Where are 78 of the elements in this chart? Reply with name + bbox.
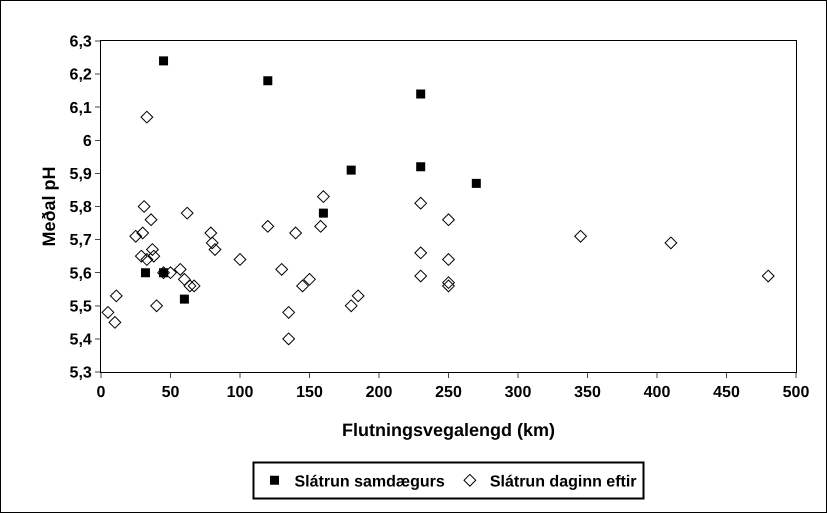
point <box>178 272 191 286</box>
x-tick-label: 100 <box>226 384 254 402</box>
point <box>664 236 678 250</box>
point <box>206 236 219 250</box>
point <box>416 162 426 172</box>
x-tick-label: 250 <box>435 384 462 402</box>
y-axis-title: Meðal pH <box>39 166 59 247</box>
point <box>416 89 426 98</box>
point <box>762 270 775 282</box>
point <box>574 230 587 243</box>
point <box>472 178 481 188</box>
point <box>184 280 196 292</box>
point <box>352 290 364 302</box>
legend-label: Slátrun daginn eftir <box>490 474 637 491</box>
point <box>204 226 218 240</box>
point <box>346 166 356 175</box>
point <box>140 110 154 124</box>
point <box>344 299 358 312</box>
y-tick-label: 6,2 <box>70 66 92 84</box>
point <box>180 294 189 304</box>
point <box>110 290 123 302</box>
x-tick-label: 0 <box>96 384 106 402</box>
point <box>134 250 148 262</box>
point <box>102 306 114 319</box>
point <box>140 253 154 266</box>
y-tick-label: 6,3 <box>70 34 92 51</box>
point <box>282 306 295 319</box>
point <box>159 56 168 66</box>
point <box>129 230 142 243</box>
point <box>188 280 200 292</box>
x-tick-label: 400 <box>644 384 670 402</box>
point <box>263 76 272 86</box>
point <box>180 206 194 220</box>
point <box>136 226 150 240</box>
x-tick-label: 200 <box>366 384 392 402</box>
point <box>414 246 428 260</box>
point <box>318 208 328 218</box>
point <box>289 226 302 240</box>
y-tick-label: 5,3 <box>70 364 92 382</box>
point <box>234 253 246 266</box>
x-tick-label: 500 <box>782 384 810 402</box>
point <box>303 272 316 286</box>
y-tick-label: 5,4 <box>70 332 92 348</box>
y-tick-label: 6,1 <box>70 100 92 117</box>
point <box>138 200 150 213</box>
y-tick-label: 5,5 <box>70 298 92 316</box>
point <box>442 276 455 289</box>
point <box>296 280 309 292</box>
x-tick-label: 50 <box>162 384 180 402</box>
y-tick-label: 5,9 <box>70 166 92 183</box>
x-tick-label: 300 <box>504 384 532 402</box>
x-axis-title: Flutningsvegalengd (km) <box>342 420 556 440</box>
point <box>146 243 159 256</box>
point <box>275 263 288 276</box>
y-tick-label: 5,7 <box>70 232 92 250</box>
point <box>261 220 274 233</box>
x-tick-label: 150 <box>296 384 323 402</box>
y-tick-label: 5,8 <box>70 199 92 216</box>
point <box>147 250 160 262</box>
x-tick-label: 350 <box>574 384 601 402</box>
point <box>442 280 455 292</box>
point <box>414 270 428 282</box>
legend-label: Slátrun samdægurs <box>294 474 445 491</box>
point <box>414 196 428 210</box>
point <box>150 299 163 312</box>
point <box>174 263 187 276</box>
point <box>140 268 150 278</box>
point <box>208 243 222 256</box>
x-tick-label: 450 <box>713 384 740 402</box>
y-tick-label: 5,6 <box>70 265 92 282</box>
point <box>108 316 122 329</box>
point <box>282 332 295 346</box>
point <box>144 213 158 226</box>
point <box>314 220 327 233</box>
point <box>442 253 455 266</box>
y-tick-label: 6 <box>82 132 92 150</box>
point <box>442 213 455 226</box>
point <box>317 190 330 203</box>
